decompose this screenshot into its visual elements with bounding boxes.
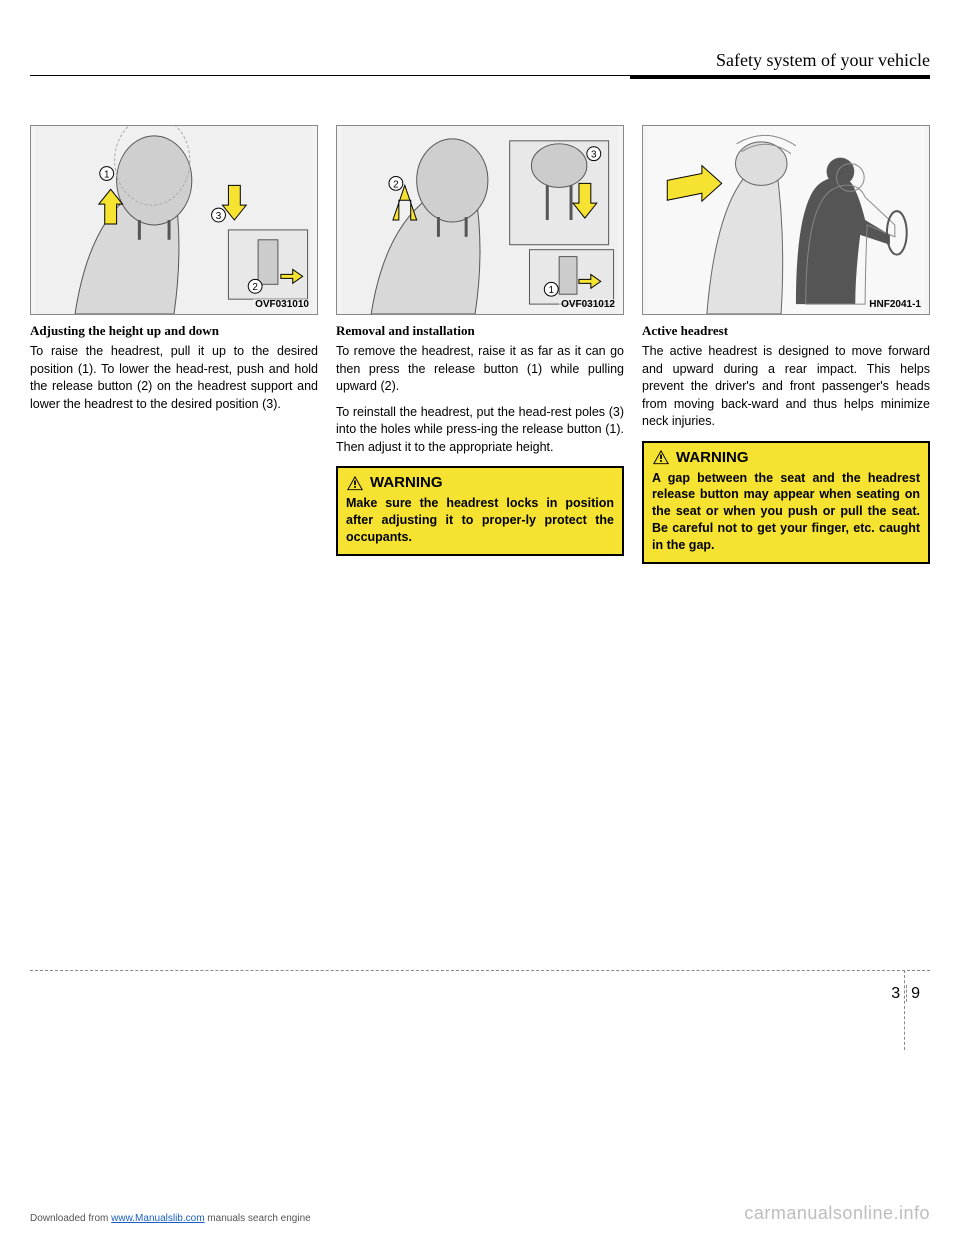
header-rule (30, 75, 930, 77)
warning-title: WARNING (676, 449, 749, 466)
column-1: 1 3 2 OVF031010 Adjusting the height up … (30, 125, 318, 564)
subhead-active: Active headrest (642, 323, 930, 339)
svg-text:3: 3 (216, 211, 222, 222)
warning-box-headrest-lock: WARNING Make sure the headrest locks in … (336, 466, 624, 556)
page-num-value: 9 (911, 985, 920, 1002)
warning-triangle-icon (652, 449, 670, 465)
body-removal-2: To reinstall the headrest, put the head-… (336, 404, 624, 457)
figure-adjust-headrest: 1 3 2 OVF031010 (30, 125, 318, 315)
page-number: 39 (891, 985, 920, 1003)
warning-title: WARNING (370, 474, 443, 491)
footer-suffix: manuals search engine (205, 1213, 311, 1224)
subhead-adjusting: Adjusting the height up and down (30, 323, 318, 339)
warning-body: Make sure the headrest locks in position… (346, 495, 614, 546)
svg-text:2: 2 (393, 179, 399, 190)
body-adjusting: To raise the headrest, pull it up to the… (30, 343, 318, 413)
footer-vertical-dash (904, 970, 905, 1050)
column-2: 2 3 1 OVF031012 Removal and installation (336, 125, 624, 564)
column-3: HNF2041-1 Active headrest The active hea… (642, 125, 930, 564)
warning-box-gap: WARNING A gap between the seat and the h… (642, 441, 930, 564)
body-removal-1: To remove the headrest, raise it as far … (336, 343, 624, 396)
svg-text:1: 1 (548, 285, 554, 296)
figure-caption: OVF031010 (253, 299, 311, 310)
page-section: 3 (891, 985, 907, 1002)
warning-triangle-icon (346, 475, 364, 491)
figure-caption: OVF031012 (559, 299, 617, 310)
svg-text:1: 1 (104, 169, 110, 180)
figure-remove-headrest: 2 3 1 OVF031012 (336, 125, 624, 315)
watermark: carmanualsonline.info (744, 1203, 930, 1224)
page-header-title: Safety system of your vehicle (716, 50, 930, 70)
footer-dash-rule (30, 970, 930, 971)
warning-body: A gap between the seat and the headrest … (652, 470, 920, 554)
figure-caption: HNF2041-1 (867, 299, 923, 310)
svg-text:3: 3 (591, 150, 597, 161)
body-active: The active headrest is designed to move … (642, 343, 930, 431)
subhead-removal: Removal and installation (336, 323, 624, 339)
svg-text:2: 2 (252, 282, 258, 293)
download-footer: Downloaded from www.Manualslib.com manua… (30, 1213, 311, 1224)
figure-active-headrest: HNF2041-1 (642, 125, 930, 315)
footer-link[interactable]: www.Manualslib.com (111, 1213, 204, 1224)
footer-prefix: Downloaded from (30, 1213, 111, 1224)
